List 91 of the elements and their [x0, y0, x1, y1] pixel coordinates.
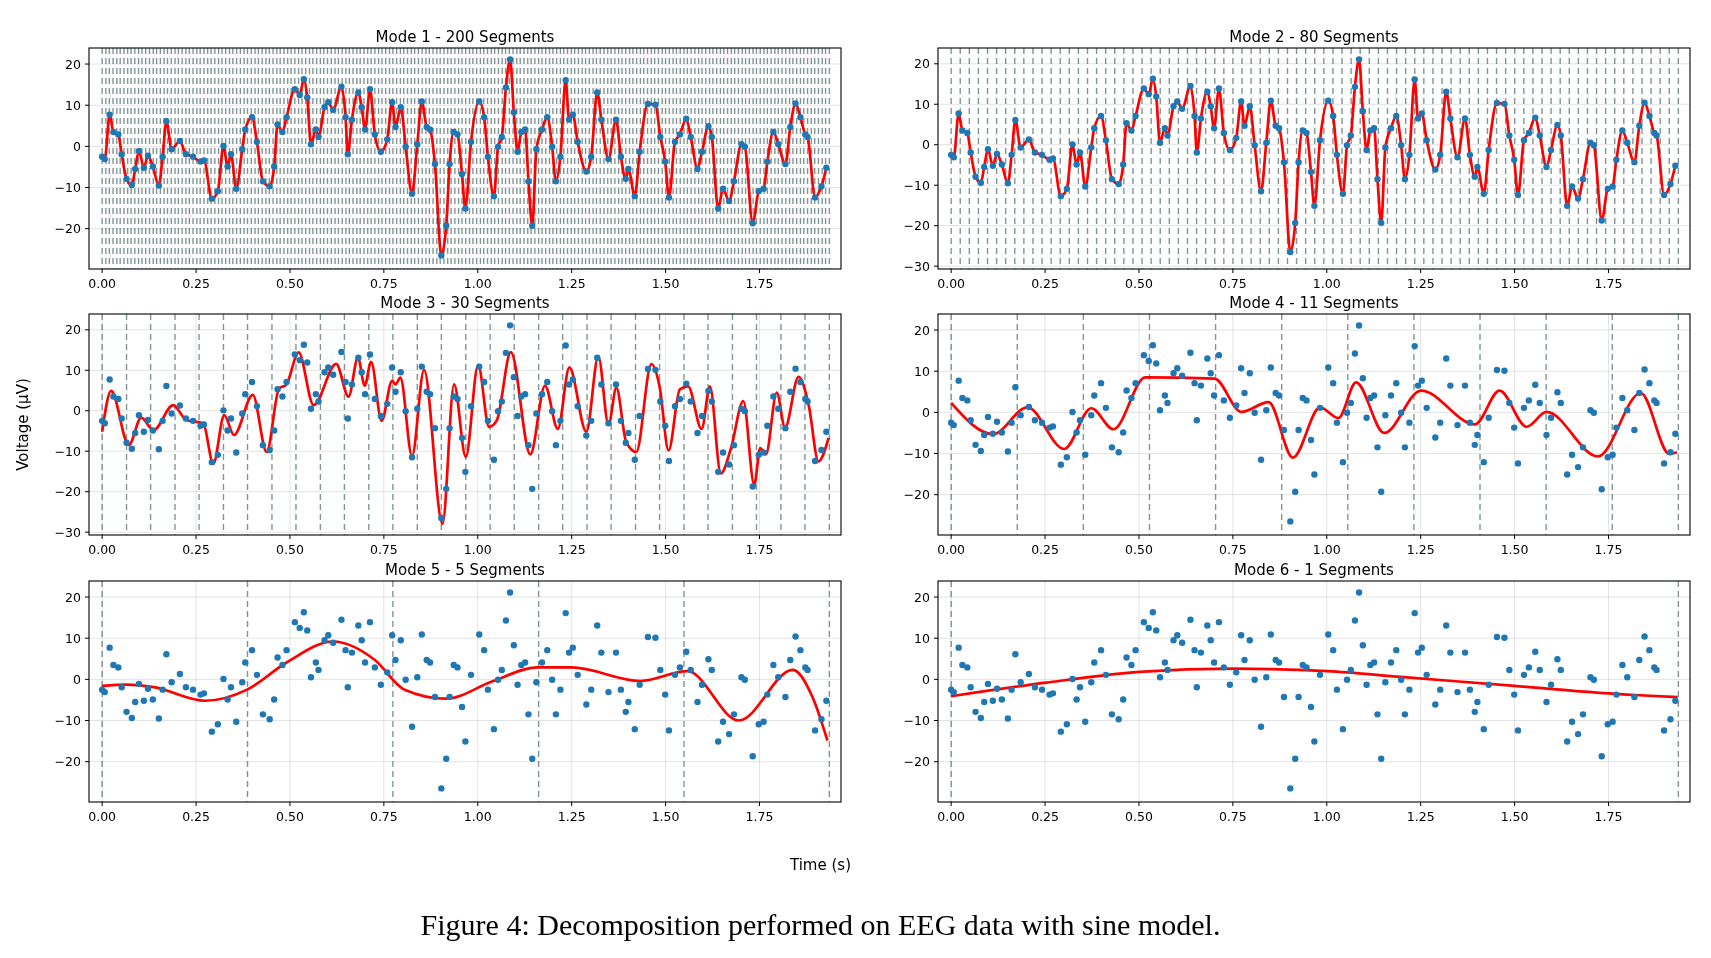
x-tick-label: 0.50: [1125, 542, 1153, 557]
x-tick-label: 1.75: [1594, 276, 1623, 291]
y-tick-label: −10: [54, 713, 82, 729]
y-axis-title: Voltage (μV): [14, 378, 32, 471]
x-tick-label: 0.25: [182, 809, 210, 824]
y-tick-label: 20: [65, 56, 82, 72]
y-tick-label: 0: [922, 137, 931, 153]
chart-title: Mode 6 - 1 Segments: [1234, 561, 1395, 579]
y-tick-label: 10: [65, 97, 82, 113]
y-tick-label: 0: [922, 404, 931, 420]
x-tick-label: 0.50: [276, 542, 304, 557]
y-tick-label: −20: [903, 754, 931, 770]
x-tick-label: 0.25: [182, 542, 210, 557]
y-tick-label: 0: [73, 671, 82, 687]
x-tick-label: 0.25: [182, 276, 210, 291]
x-tick-label: 0.25: [1031, 276, 1059, 291]
x-tick-label: 0.75: [369, 542, 398, 557]
x-tick-label: 1.25: [1406, 542, 1435, 557]
y-tick-label: 0: [73, 403, 82, 419]
y-tick-label: −20: [54, 754, 82, 770]
x-tick-label: 0.00: [88, 542, 117, 557]
x-tick-label: 1.25: [557, 809, 586, 824]
x-tick-label: 0.75: [1218, 542, 1247, 557]
x-tick-label: 0.50: [276, 276, 304, 291]
x-tick-label: 1.75: [745, 809, 774, 824]
y-tick-label: 20: [914, 56, 931, 72]
chart-title: Mode 1 - 200 Segments: [375, 28, 555, 46]
x-tick-label: 0.00: [937, 276, 966, 291]
x-tick-label: 1.50: [651, 542, 680, 557]
y-tick-label: −10: [54, 180, 82, 196]
chart-title: Mode 2 - 80 Segments: [1229, 28, 1399, 46]
y-tick-label: 20: [914, 322, 931, 338]
x-tick-label: 1.00: [1312, 276, 1341, 291]
x-tick-label: 1.75: [1594, 809, 1623, 824]
y-tick-label: −30: [54, 524, 82, 540]
y-tick-label: 0: [922, 671, 931, 687]
y-tick-label: −10: [903, 177, 931, 193]
y-tick-label: −30: [903, 258, 931, 274]
x-tick-label: 1.25: [557, 542, 586, 557]
y-tick-label: 20: [914, 589, 931, 605]
y-tick-label: 0: [73, 138, 82, 154]
x-tick-label: 1.50: [651, 809, 680, 824]
x-tick-label: 1.50: [1500, 276, 1529, 291]
x-tick-label: 1.50: [1500, 809, 1529, 824]
x-axis-title: Time (s): [789, 856, 851, 874]
x-tick-label: 1.75: [1594, 542, 1623, 557]
y-tick-label: −20: [903, 218, 931, 234]
x-tick-label: 0.00: [937, 542, 966, 557]
x-tick-label: 0.75: [1218, 809, 1247, 824]
x-tick-label: 1.75: [745, 542, 774, 557]
x-tick-label: 0.75: [369, 276, 398, 291]
y-tick-label: 20: [65, 322, 82, 338]
x-tick-label: 0.25: [1031, 542, 1059, 557]
x-tick-label: 1.25: [1406, 276, 1435, 291]
y-tick-label: −20: [54, 221, 82, 237]
x-tick-label: 0.50: [1125, 276, 1153, 291]
y-tick-label: 10: [65, 362, 82, 378]
x-tick-label: 0.75: [1218, 276, 1247, 291]
chart-title: Mode 3 - 30 Segments: [380, 294, 550, 312]
x-tick-label: 1.00: [463, 276, 492, 291]
y-tick-label: 10: [65, 630, 82, 646]
y-tick-label: 20: [65, 589, 82, 605]
x-tick-label: 1.50: [651, 276, 680, 291]
caption: Figure 4: Decomposition performed on EEG data with sine model.: [420, 908, 1221, 941]
x-tick-label: 0.00: [88, 276, 117, 291]
x-tick-label: 0.50: [1125, 809, 1153, 824]
x-tick-label: 1.00: [1312, 542, 1341, 557]
x-tick-label: 1.00: [463, 542, 492, 557]
x-tick-label: 1.25: [557, 276, 586, 291]
x-tick-label: 1.75: [745, 276, 774, 291]
chart-title: Mode 4 - 11 Segments: [1229, 294, 1399, 312]
y-tick-label: −20: [903, 487, 931, 503]
chart-title: Mode 5 - 5 Segments: [385, 561, 546, 579]
x-tick-label: 1.00: [1312, 809, 1341, 824]
y-tick-label: 10: [914, 630, 931, 646]
x-tick-label: 0.00: [937, 809, 966, 824]
y-tick-label: 10: [914, 363, 931, 379]
y-tick-label: 10: [914, 96, 931, 112]
y-tick-label: −10: [54, 443, 82, 459]
x-tick-label: 1.25: [1406, 809, 1435, 824]
y-tick-label: −20: [54, 484, 82, 500]
x-tick-label: 1.00: [463, 809, 492, 824]
x-tick-label: 0.75: [369, 809, 398, 824]
x-tick-label: 0.50: [276, 809, 304, 824]
y-tick-label: −10: [903, 446, 931, 462]
x-tick-label: 1.50: [1500, 542, 1529, 557]
y-tick-label: −10: [903, 713, 931, 729]
x-tick-label: 0.25: [1031, 809, 1059, 824]
x-tick-label: 0.00: [88, 809, 117, 824]
line-series: [100, 350, 830, 526]
line-series: [100, 640, 829, 743]
